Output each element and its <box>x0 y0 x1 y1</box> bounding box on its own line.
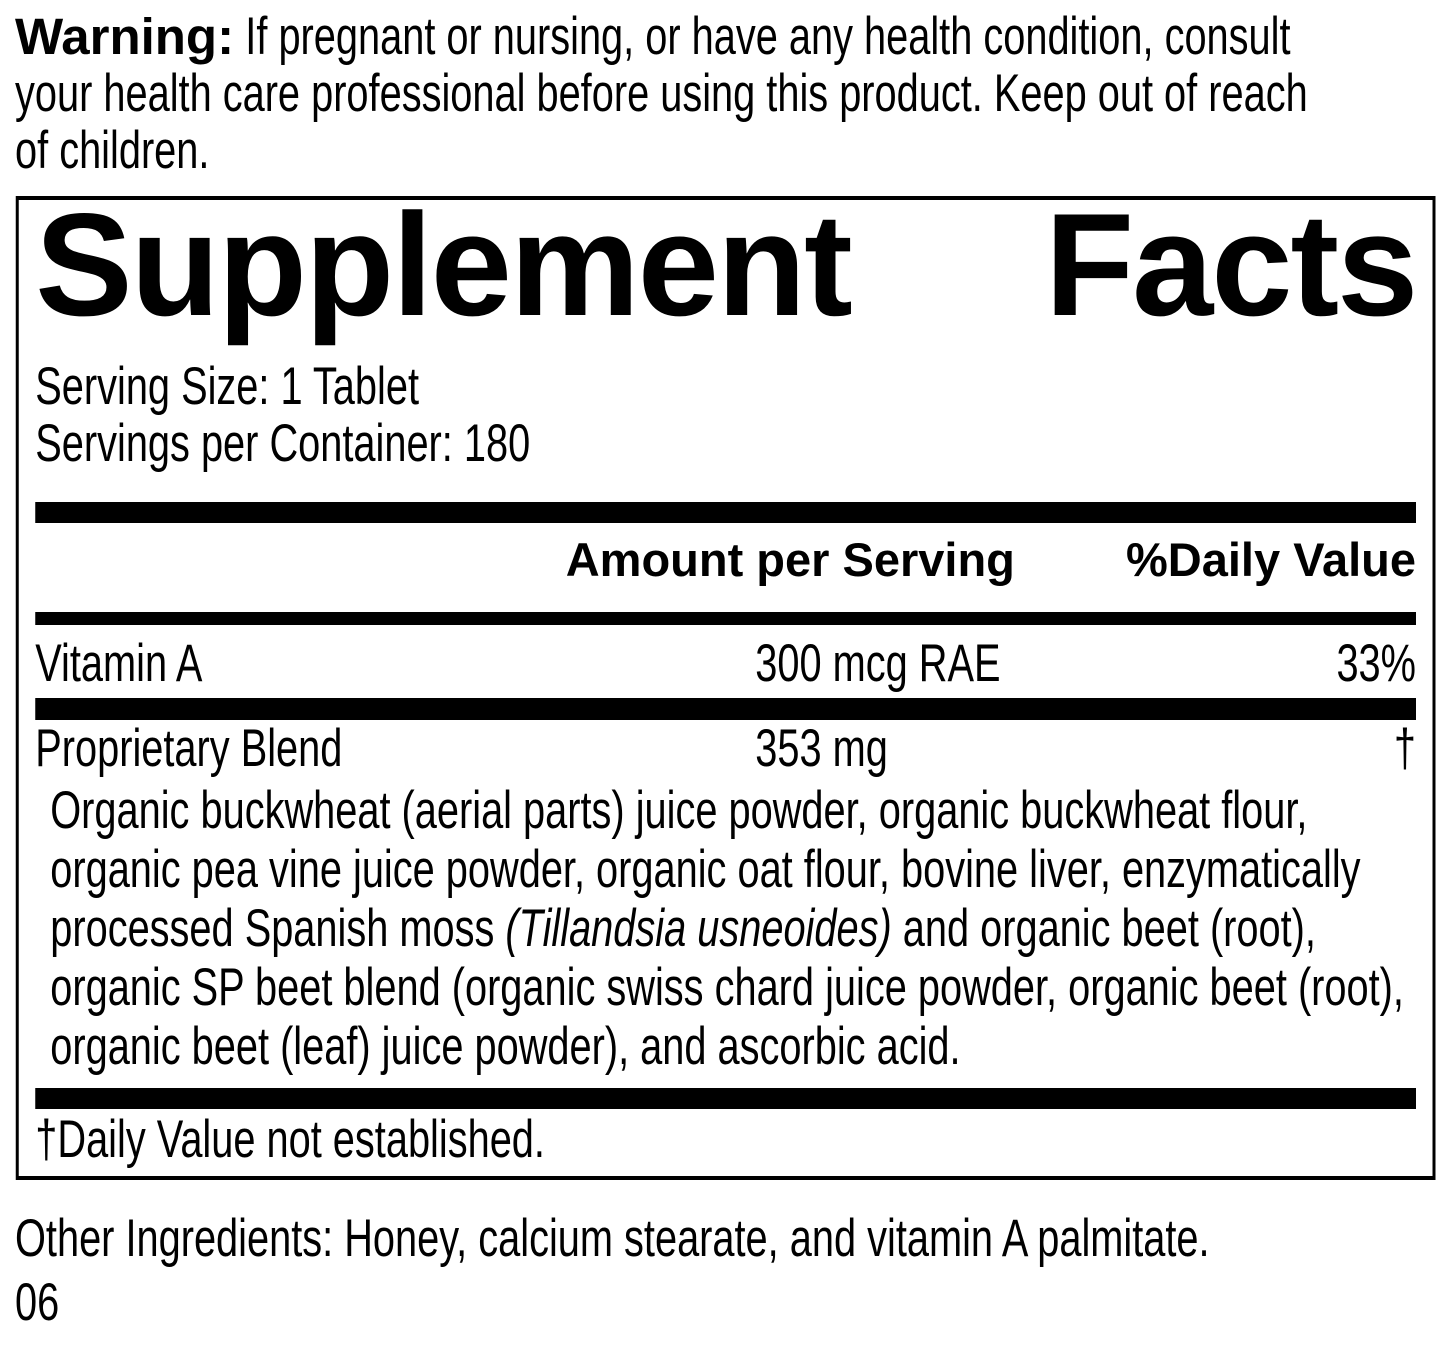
blend-description: Organic buckwheat (aerial parts) juice p… <box>35 781 1416 1076</box>
other-ingredients: Other Ingredients: Honey, calcium steara… <box>15 1209 1210 1268</box>
column-header-row: Amount per Serving %Daily Value <box>35 531 1416 588</box>
panel-title-word-2: Facts <box>1044 183 1418 346</box>
divider-bar-thick-bottom <box>35 1088 1416 1109</box>
nutrient-amount: 300 mcg RAE <box>755 634 1001 693</box>
nutrient-name: Vitamin A <box>35 634 203 693</box>
nutrient-row-vitamin-a: Vitamin A 300 mcg RAE 33% <box>35 635 1416 692</box>
column-header-daily-value: %Daily Value <box>1126 533 1416 586</box>
nutrient-daily-value: † <box>1393 719 1416 778</box>
latin-name-italic: (Tillandsia usneoides) <box>505 899 892 958</box>
serving-size: Serving Size: 1 Tablet <box>35 357 419 416</box>
supplement-facts-panel: Supplement Facts Serving Size: 1 Tablet … <box>15 190 1436 1180</box>
divider-bar-thick-top <box>35 502 1416 523</box>
blend-description-line-4: organic SP beet blend (organic swiss cha… <box>50 958 1404 1017</box>
divider-bar-thin <box>35 612 1416 625</box>
warning-line-2: your health care professional before usi… <box>15 64 1308 123</box>
panel-title: Supplement Facts <box>35 183 1418 346</box>
nutrient-amount: 353 mg <box>755 719 888 778</box>
column-header-amount: Amount per Serving <box>565 533 1015 586</box>
divider-bar-thick-middle <box>35 698 1416 720</box>
blend-description-line-2: organic pea vine juice powder, organic o… <box>50 840 1361 899</box>
blend-description-line-3: processed Spanish moss (Tillandsia usneo… <box>50 899 1316 958</box>
nutrient-name: Proprietary Blend <box>35 719 343 778</box>
daily-value-footnote: †Daily Value not established. <box>35 1110 545 1169</box>
nutrient-row-proprietary-blend: Proprietary Blend 353 mg † <box>35 720 1416 777</box>
nutrient-daily-value: 33% <box>1336 634 1416 693</box>
servings-per-container: Servings per Container: 180 <box>35 414 531 473</box>
warning-line-1: If pregnant or nursing, or have any heal… <box>245 7 1291 66</box>
panel-title-word-1: Supplement <box>35 183 852 346</box>
serving-info: Serving Size: 1 Tablet Servings per Cont… <box>35 358 1416 472</box>
warning-text: Warning: If pregnant or nursing, or have … <box>15 8 1427 179</box>
blend-description-line-5: organic beet (leaf) juice powder), and a… <box>50 1017 961 1076</box>
warning-label: Warning: <box>15 8 235 65</box>
product-code: 06 <box>15 1273 60 1332</box>
warning-line-3: of children. <box>15 121 210 180</box>
blend-description-line-1: Organic buckwheat (aerial parts) juice p… <box>50 781 1308 840</box>
supplement-label: Warning: If pregnant or nursing, or have … <box>0 8 1445 1361</box>
